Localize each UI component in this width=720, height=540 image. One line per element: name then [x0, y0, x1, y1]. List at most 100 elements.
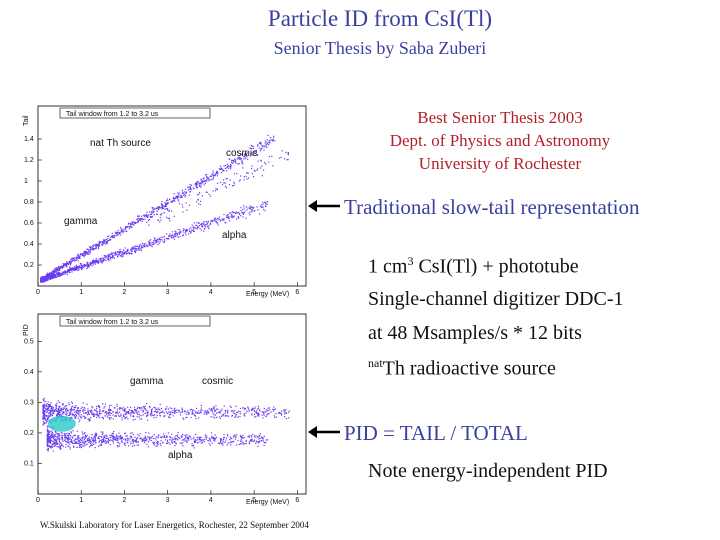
data-point — [222, 169, 225, 171]
data-point — [133, 223, 135, 225]
data-point — [245, 439, 247, 442]
data-point — [117, 437, 119, 439]
data-point — [236, 434, 238, 436]
data-point — [176, 195, 178, 197]
data-point — [127, 411, 129, 413]
data-point — [43, 420, 45, 422]
data-point — [162, 236, 164, 238]
data-point — [97, 413, 99, 415]
data-point — [259, 205, 262, 207]
data-point — [191, 411, 193, 413]
data-point — [106, 240, 109, 242]
data-point — [203, 413, 205, 415]
data-point — [146, 221, 148, 223]
data-point — [192, 226, 194, 228]
data-point — [288, 417, 290, 419]
data-point — [263, 435, 265, 437]
data-point — [265, 439, 267, 441]
data-point — [193, 447, 195, 449]
data-point — [56, 275, 58, 277]
data-point — [85, 265, 88, 267]
data-point — [66, 412, 68, 414]
data-point — [224, 182, 226, 184]
data-point — [88, 436, 90, 438]
data-point — [148, 241, 150, 243]
data-point — [92, 248, 94, 250]
data-point — [206, 191, 208, 193]
data-point — [115, 439, 117, 441]
data-point — [209, 179, 211, 181]
data-point — [230, 410, 232, 412]
data-point — [233, 173, 235, 175]
data-point — [217, 224, 219, 226]
data-point — [113, 252, 115, 254]
data-point — [149, 438, 151, 440]
data-point — [58, 272, 60, 274]
data-point — [55, 404, 57, 406]
data-point — [283, 410, 285, 413]
data-point — [43, 423, 45, 425]
data-point — [131, 247, 133, 249]
data-point — [223, 213, 225, 216]
data-point — [46, 403, 48, 405]
data-point — [147, 413, 149, 415]
data-point — [45, 404, 47, 406]
data-point — [214, 219, 216, 221]
data-point — [231, 441, 233, 443]
y-tick-label: 0.4 — [24, 241, 34, 248]
data-point — [43, 397, 45, 399]
data-point — [171, 407, 173, 409]
data-point — [83, 417, 86, 419]
data-point — [86, 248, 88, 250]
data-point — [224, 409, 226, 412]
data-point — [136, 411, 138, 413]
data-point — [220, 439, 222, 441]
data-point — [109, 239, 111, 241]
data-point — [211, 437, 213, 439]
data-point — [50, 434, 52, 436]
data-point — [166, 436, 168, 438]
data-point — [62, 408, 65, 411]
data-point — [205, 413, 207, 415]
data-point — [140, 246, 142, 248]
data-point — [98, 240, 101, 242]
data-point — [206, 179, 208, 181]
data-point — [254, 406, 256, 408]
data-point — [243, 207, 245, 209]
data-point — [151, 246, 153, 248]
data-point — [149, 215, 151, 217]
data-point — [198, 193, 200, 195]
data-point — [96, 410, 98, 413]
data-point — [142, 409, 144, 411]
data-point — [121, 438, 123, 440]
data-point — [164, 202, 166, 204]
data-point — [186, 437, 188, 439]
data-point — [162, 205, 164, 207]
data-point — [74, 435, 76, 437]
data-point — [68, 262, 70, 264]
data-point — [172, 237, 174, 239]
data-point — [232, 162, 234, 164]
data-point — [167, 237, 169, 239]
data-point — [92, 439, 94, 441]
data-point — [175, 409, 177, 411]
data-point — [59, 409, 62, 411]
data-point — [163, 436, 165, 438]
data-point — [284, 411, 286, 413]
data-point — [165, 208, 167, 210]
data-point — [71, 401, 73, 403]
data-point — [208, 225, 210, 227]
data-point — [150, 244, 152, 246]
data-point — [205, 412, 207, 414]
data-point — [212, 416, 214, 418]
data-point — [102, 438, 104, 440]
data-point — [53, 410, 55, 412]
data-point — [211, 410, 213, 413]
data-point — [83, 442, 85, 444]
data-point — [53, 442, 55, 444]
data-point — [118, 435, 120, 437]
data-point — [137, 220, 139, 222]
data-point — [268, 144, 270, 146]
data-point — [220, 410, 222, 412]
data-point — [82, 415, 84, 417]
